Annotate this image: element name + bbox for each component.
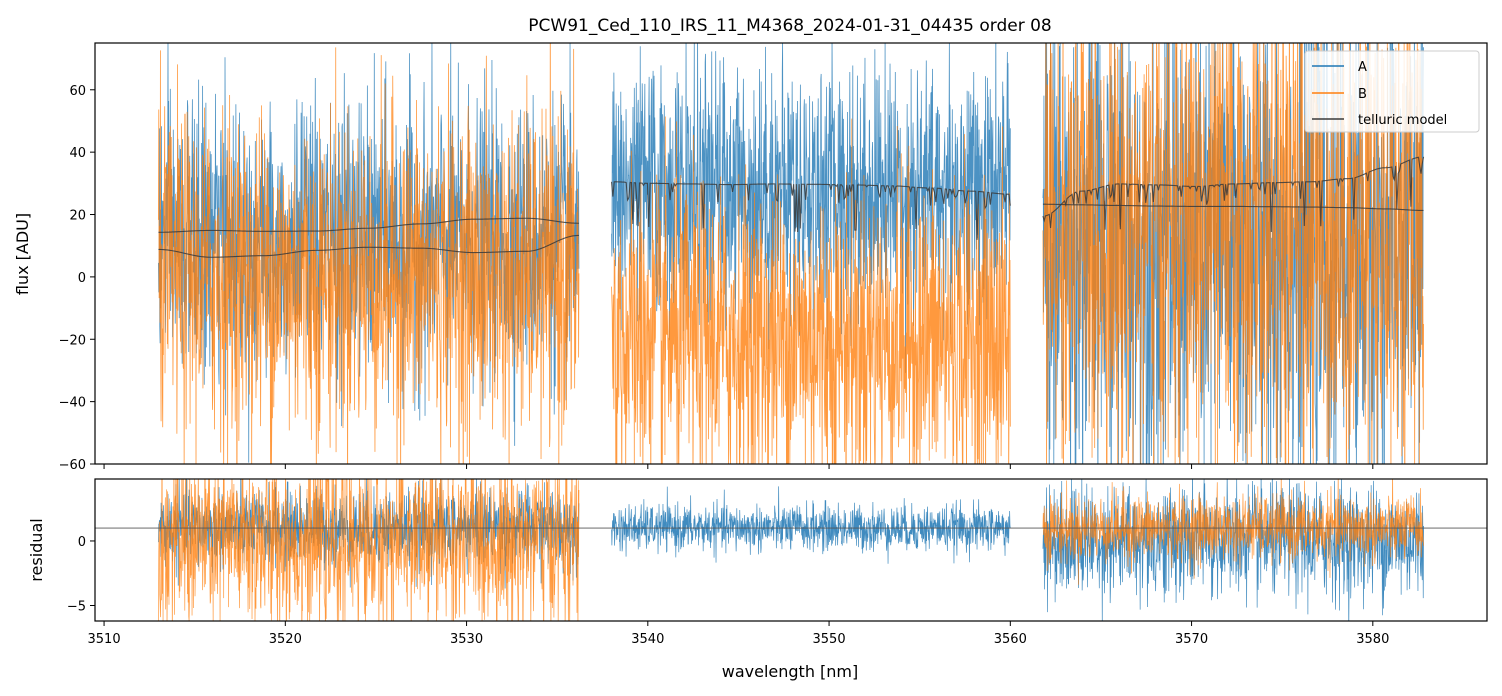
legend-box	[1304, 50, 1480, 133]
flux-series-group	[158, 43, 1425, 464]
series-a-line	[158, 43, 580, 463]
series-a-line	[1042, 43, 1424, 464]
telluric-model-a-line	[158, 217, 579, 233]
flux-panel-frame	[94, 42, 1488, 465]
flux-y-tick-label: 0	[78, 271, 86, 286]
series-b-line	[158, 43, 580, 464]
flux-y-tick-label: 60	[69, 84, 86, 99]
telluric-model-a-line	[1042, 203, 1424, 212]
flux-axis-label: flux [ADU]	[13, 213, 32, 295]
residual-y-tick-label: −5	[67, 600, 86, 615]
residual-panel-ticks: 0 −5 3510 3520 3530 3540 3550 3560 3570 3580	[67, 535, 1390, 647]
residual-y-tick-label: 0	[78, 535, 86, 550]
residual-panel-frame	[94, 478, 1488, 622]
wavelength-x-tick-label: 3520	[269, 632, 302, 647]
wavelength-axis-label: wavelength [nm]	[722, 662, 859, 681]
flux-y-tick-label: −60	[59, 458, 86, 473]
series-b-line	[1042, 43, 1424, 464]
flux-y-tick-label: −20	[59, 333, 86, 348]
residual-b-line	[1042, 479, 1424, 585]
legend-label-a: A	[1358, 60, 1367, 75]
flux-y-tick-label: 20	[69, 209, 86, 224]
flux-panel: 60 40 20 0 −20 −40 −60 flux [ADU]	[13, 42, 1488, 473]
wavelength-x-tick-label: 3550	[813, 632, 846, 647]
flux-y-tick-label: 40	[69, 146, 86, 161]
wavelength-x-tick-label: 3510	[88, 632, 121, 647]
legend-label-b: B	[1358, 87, 1367, 102]
legend: A B telluric model	[1304, 50, 1480, 133]
wavelength-x-tick-label: 3570	[1175, 632, 1208, 647]
wavelength-x-tick-label: 3540	[631, 632, 664, 647]
telluric-model-a-line	[611, 181, 1011, 240]
residual-b-line	[158, 479, 580, 621]
wavelength-x-tick-label: 3530	[450, 632, 483, 647]
wavelength-x-tick-label: 3580	[1356, 632, 1389, 647]
chart-title: PCW91_Ced_110_IRS_11_M4368_2024-01-31_04…	[528, 16, 1051, 36]
flux-y-tick-label: −40	[59, 396, 86, 411]
flux-panel-ticks: 60 40 20 0 −20 −40 −60	[59, 84, 1374, 473]
residual-a-line	[611, 486, 1011, 564]
wavelength-x-tick-label: 3560	[994, 632, 1027, 647]
series-b-line	[611, 116, 1011, 464]
telluric-model-b-line	[1042, 156, 1425, 232]
residual-panel: 0 −5 3510 3520 3530 3540 3550 3560 3570 3580 resi…	[27, 478, 1488, 647]
residual-series-group	[95, 479, 1487, 621]
telluric-model-b-line	[158, 234, 579, 258]
legend-label-telluric-model: telluric model	[1358, 113, 1447, 128]
series-a-line	[611, 43, 1011, 373]
residual-axis-label: residual	[27, 518, 46, 581]
